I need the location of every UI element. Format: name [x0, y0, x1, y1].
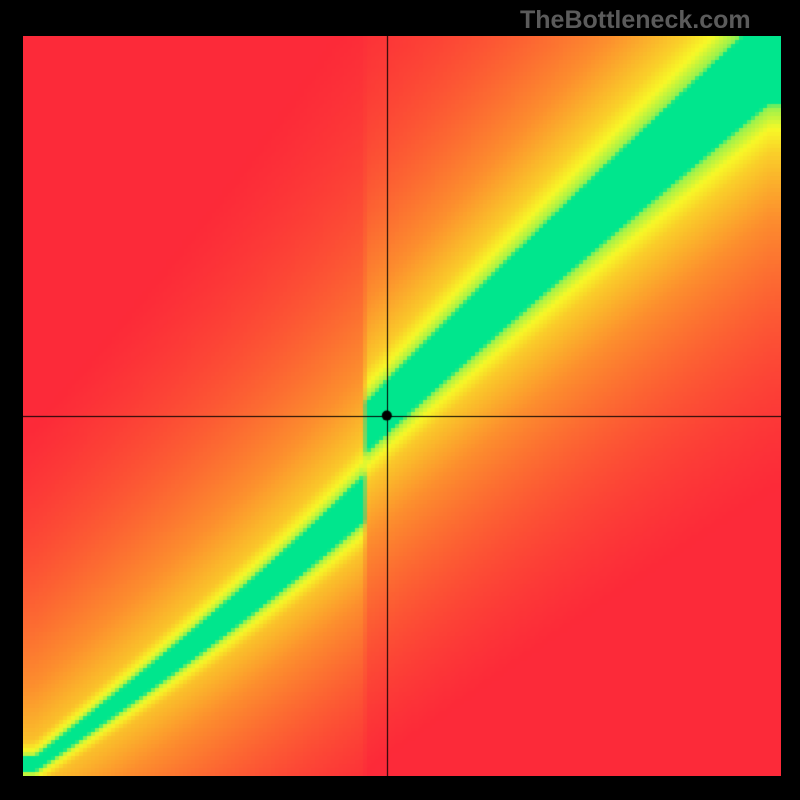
- watermark-text: TheBottleneck.com: [520, 6, 751, 35]
- heatmap-canvas: [23, 36, 781, 776]
- heatmap-plot: [23, 36, 781, 776]
